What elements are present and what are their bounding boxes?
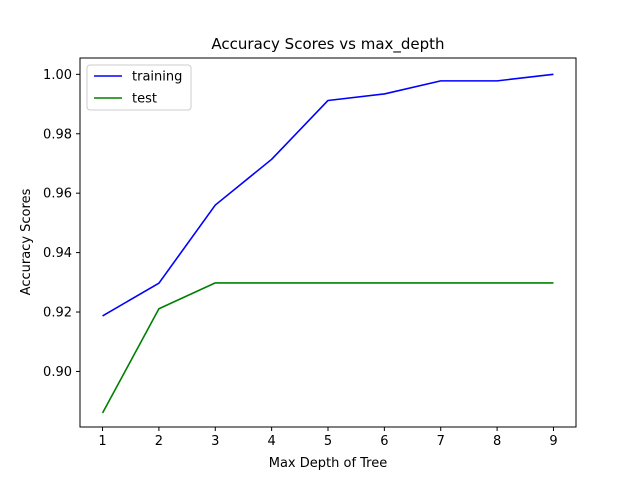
x-tick-label: 9 — [549, 434, 557, 449]
y-tick-label: 1.00 — [43, 68, 72, 83]
legend: training test — [86, 64, 192, 111]
y-tick-label: 0.96 — [43, 187, 72, 202]
x-tick-label: 1 — [98, 434, 106, 449]
x-tick-label: 4 — [267, 434, 275, 449]
plot-area — [79, 57, 577, 428]
y-tick-label: 0.94 — [43, 246, 72, 261]
y-tick-label: 0.90 — [43, 365, 72, 380]
y-tick-label: 0.92 — [43, 306, 72, 321]
x-tick-label: 5 — [324, 434, 332, 449]
x-tick-label: 7 — [437, 434, 445, 449]
series-line-training — [102, 73, 554, 317]
legend-label-training: training — [132, 70, 182, 85]
y-axis-label: Accuracy Scores — [19, 188, 34, 295]
y-axis: 0.90 0.92 0.94 0.96 0.98 1.00 — [43, 68, 80, 380]
x-tick-label: 3 — [211, 434, 219, 449]
x-axis: 1 2 3 4 5 6 7 8 9 — [98, 427, 558, 449]
plot-frame — [79, 57, 577, 428]
x-axis-label: Max Depth of Tree — [269, 456, 388, 471]
y-tick-label: 0.98 — [43, 127, 72, 142]
series-line-test — [101, 282, 554, 414]
series-lines — [101, 73, 554, 414]
chart-title: Accuracy Scores vs max_depth — [211, 35, 444, 54]
x-tick-label: 8 — [493, 434, 501, 449]
x-tick-label: 6 — [380, 434, 388, 449]
legend-label-test: test — [132, 92, 157, 107]
x-tick-label: 2 — [155, 434, 163, 449]
